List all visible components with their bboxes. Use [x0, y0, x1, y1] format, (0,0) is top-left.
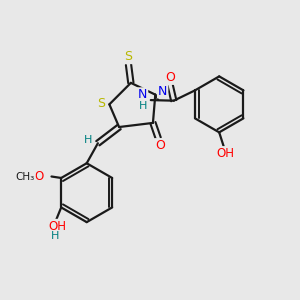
Text: O: O: [34, 170, 44, 183]
Text: N: N: [138, 88, 147, 101]
Text: H: H: [51, 231, 59, 241]
Text: OH: OH: [216, 147, 234, 160]
Text: S: S: [97, 97, 105, 110]
Text: H: H: [139, 101, 147, 111]
Text: CH₃: CH₃: [15, 172, 34, 182]
Text: N: N: [158, 85, 167, 98]
Text: O: O: [155, 139, 165, 152]
Text: OH: OH: [48, 220, 66, 233]
Text: S: S: [124, 50, 133, 63]
Text: O: O: [165, 71, 175, 84]
Text: H: H: [83, 135, 92, 145]
